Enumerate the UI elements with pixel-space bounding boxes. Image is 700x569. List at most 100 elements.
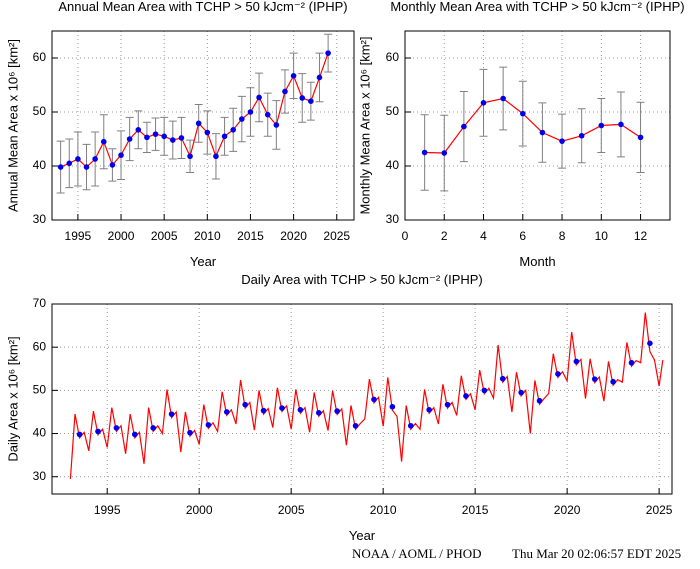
annual-mean-point <box>444 401 451 408</box>
data-point <box>187 153 193 160</box>
plot-frame <box>51 30 355 221</box>
data-point <box>282 88 288 95</box>
data-point <box>256 94 262 101</box>
annual-mean-point <box>315 410 322 416</box>
x-tick-label: 10 <box>595 229 609 243</box>
y-tick-label: 50 <box>386 104 400 118</box>
annual-mean-point <box>168 411 175 417</box>
data-point <box>421 149 428 156</box>
data-point <box>578 132 585 139</box>
annual-mean-point <box>628 359 635 366</box>
data-point <box>66 160 73 167</box>
data-point <box>480 100 487 106</box>
annual-mean-point <box>334 408 340 414</box>
data-point <box>461 123 467 130</box>
data-point <box>75 156 81 162</box>
y-axis-label: Daily Area x 10⁶ [km²] <box>5 336 20 461</box>
x-tick-label: 2000 <box>186 503 213 517</box>
annual-mean-point <box>371 396 377 403</box>
data-point <box>273 122 280 128</box>
data-point <box>290 73 297 79</box>
data-point <box>500 95 506 102</box>
annual-mean-point <box>573 358 580 365</box>
y-tick-label: 50 <box>33 383 47 397</box>
annual-mean-point <box>242 401 248 408</box>
annual-mean-point <box>260 407 267 414</box>
footer-right: Thu Mar 20 02:06:57 EDT 2025 <box>512 546 681 561</box>
data-point <box>325 50 331 56</box>
annual-mean-point <box>205 422 212 428</box>
x-axis-label: Month <box>519 254 555 269</box>
x-tick-label: 2015 <box>237 229 264 243</box>
annual-mean-point <box>610 378 616 385</box>
footer-left: NOAA / AOML / PHOD <box>352 546 482 561</box>
x-tick-label: 2005 <box>278 503 305 517</box>
y-tick-label: 30 <box>33 469 47 483</box>
plot-frame <box>404 30 671 221</box>
data-point <box>144 134 150 141</box>
data-point <box>539 129 546 136</box>
data-point <box>92 156 98 162</box>
plot-frame <box>51 303 673 495</box>
x-tick-label: 0 <box>402 229 409 243</box>
x-tick-label: 4 <box>480 229 487 243</box>
y-tick-label: 30 <box>33 212 47 226</box>
data-point <box>247 109 254 115</box>
x-tick-label: 2025 <box>646 503 673 517</box>
annual-mean-point <box>481 387 488 394</box>
data-point <box>264 111 271 118</box>
y-axis-label: Annual Mean Area x 10⁶ [km²] <box>5 39 20 212</box>
annual-mean-point <box>279 405 285 411</box>
data-point <box>161 133 167 140</box>
chart-title: Daily Area with TCHP > 50 kJcm⁻² (IPHP) <box>241 272 483 287</box>
annual-mean-point <box>297 406 304 413</box>
x-tick-label: 2 <box>441 229 448 243</box>
annual-mean-point <box>223 409 230 415</box>
x-tick-label: 2010 <box>194 229 221 243</box>
annual-mean-point <box>352 422 359 429</box>
data-point <box>221 133 228 140</box>
data-line <box>424 97 641 154</box>
x-axis-label: Year <box>190 254 217 269</box>
x-tick-label: 2020 <box>280 229 307 243</box>
x-tick-label: 2015 <box>462 503 489 517</box>
data-point <box>152 131 159 137</box>
data-point <box>637 134 644 141</box>
annual-mean-point <box>187 429 193 436</box>
x-tick-label: 6 <box>519 229 526 243</box>
data-point <box>239 116 245 122</box>
y-tick-label: 60 <box>33 339 47 353</box>
y-tick-label: 40 <box>33 426 47 440</box>
data-point <box>195 120 202 127</box>
x-tick-label: 8 <box>559 229 566 243</box>
data-point <box>230 127 236 133</box>
data-point <box>57 164 64 170</box>
annual-mean-point <box>150 425 156 431</box>
x-tick-label: 2010 <box>370 503 397 517</box>
x-tick-label: 1995 <box>94 503 121 517</box>
data-point <box>559 138 565 144</box>
data-point <box>204 129 211 136</box>
y-axis-label: Monthly Mean Area x 10⁶ [km²] <box>357 36 372 214</box>
y-tick-label: 60 <box>386 50 400 64</box>
chart-title: Annual Mean Area with TCHP > 50 kJcm⁻² (… <box>58 0 347 14</box>
data-point <box>618 121 624 128</box>
x-tick-label: 2025 <box>323 229 350 243</box>
x-axis-label: Year <box>349 528 376 543</box>
x-tick-label: 1995 <box>65 229 92 243</box>
data-point <box>100 138 107 145</box>
annual-mean-point <box>426 406 432 413</box>
data-point <box>109 162 116 168</box>
annual-mean-point <box>389 403 396 410</box>
x-tick-label: 12 <box>634 229 648 243</box>
y-tick-label: 50 <box>33 104 47 118</box>
annual-mean-point <box>499 375 506 382</box>
annual-mean-point <box>407 422 414 429</box>
y-tick-label: 60 <box>33 50 47 64</box>
annual-mean-point <box>113 425 120 431</box>
annual-mean-point <box>463 393 469 399</box>
data-point <box>126 136 133 142</box>
x-tick-label: 2005 <box>151 229 178 243</box>
data-point <box>213 153 219 160</box>
